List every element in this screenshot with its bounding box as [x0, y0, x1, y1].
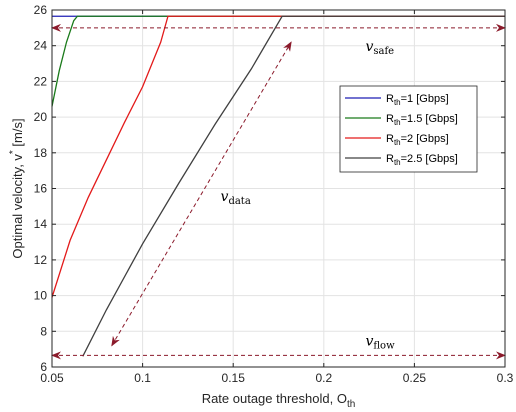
y-tick-label: 22: [34, 74, 48, 88]
v-safe-arrow-label: vsafe: [365, 39, 394, 57]
x-tick-label: 0.15: [222, 371, 246, 385]
legend: Rth=1 [Gbps] Rth=1.5 [Gbps] Rth=2 [Gbps] Rt…: [339, 85, 478, 173]
y-tick-label: 24: [34, 39, 48, 53]
x-tick-label: 0.3: [497, 371, 514, 385]
x-tick-label: 0.1: [134, 371, 151, 385]
y-tick-label: 18: [34, 146, 48, 160]
legend-label-1: Rth=1 [Gbps]: [386, 93, 449, 107]
x-tick-label: 0.05: [40, 371, 64, 385]
v-data-arrow: [111, 41, 292, 347]
y-tick-label: 26: [34, 3, 48, 17]
y-tick-label: 16: [34, 182, 48, 196]
y-tick-label: 12: [34, 253, 48, 267]
y-tick-label: 14: [34, 217, 48, 231]
y-tick-label: 20: [34, 110, 48, 124]
annotations-group: vsafe vdata vflow: [51, 23, 506, 360]
legend-label-2: Rth=1.5 [Gbps]: [386, 113, 458, 127]
v-data-arrow-label: vdata: [221, 189, 251, 207]
y-tick-label: 6: [40, 360, 47, 374]
legend-label-4: Rth=2.5 [Gbps]: [386, 153, 458, 167]
x-axis-label: Rate outage threshold, Oth: [202, 391, 356, 410]
y-tick-label: 8: [40, 324, 47, 338]
x-tick-label: 0.25: [403, 371, 427, 385]
x-tick-label: 0.2: [315, 371, 332, 385]
y-axis-label: Optimal velocity, v* [m/s]: [8, 118, 25, 258]
y-tick-label: 10: [34, 289, 48, 303]
v-flow-arrow-label: vflow: [365, 334, 395, 352]
ticks-group: 0.05 0.1 0.15 0.2 0.25 0.3 6 8 10 12 14 16 18 20 22 24 2…: [34, 3, 514, 385]
legend-label-3: Rth=2 [Gbps]: [386, 133, 449, 147]
